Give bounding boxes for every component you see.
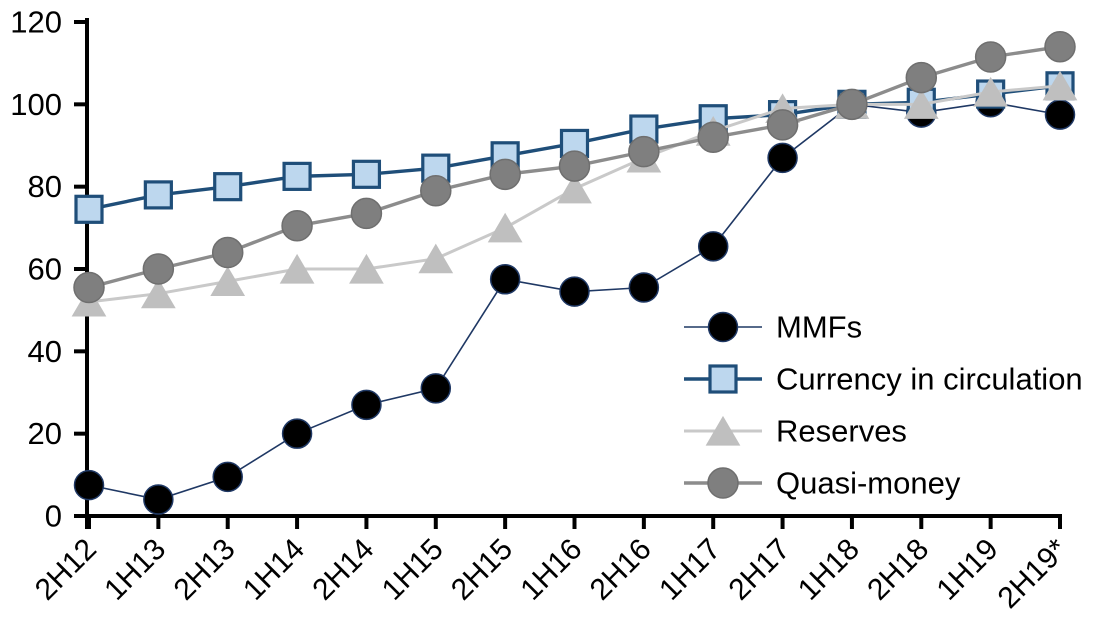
reserves-marker-2h15 [487, 212, 523, 243]
reserves-marker-1h13 [140, 278, 176, 309]
mmfs-marker-1h13 [143, 484, 174, 515]
x-tick-label-1h17: 1H17 [653, 533, 727, 607]
y-tick-label-120: 120 [10, 5, 62, 40]
quasi-money-marker-1h16 [558, 150, 591, 182]
x-tick-label-1h19: 1H19 [931, 533, 1005, 607]
legend-item-currency-in-circulation: Currency in circulation [684, 362, 1083, 397]
quasi-money-marker-2h18 [905, 61, 938, 94]
x-tick-label-1h15: 1H15 [376, 533, 450, 607]
legend-label-mmfs: MMFs [776, 310, 862, 345]
mmfs-marker-2h13 [212, 461, 243, 493]
reserves-marker-1h14 [279, 253, 315, 284]
reserves-marker-2h14 [349, 253, 384, 284]
quasi-money-marker-2h16 [628, 135, 660, 168]
series-quasi-money [73, 30, 1076, 304]
reserves-marker-legend [705, 415, 741, 446]
x-tick-label-1h14: 1H14 [237, 533, 311, 607]
mmfs-marker-2h17 [767, 142, 798, 174]
mmfs-marker-2h19 [1044, 99, 1076, 130]
y-tick-label-0: 0 [45, 499, 62, 534]
mmfs-marker-2h15 [489, 264, 521, 295]
legend-item-quasi-money: Quasi-money [684, 466, 961, 501]
mmfs-marker-1h14 [281, 418, 313, 449]
x-tick-label-2h16: 2H16 [584, 533, 658, 607]
mmfs-marker-1h15 [420, 373, 452, 404]
quasi-money-marker-2h19 [1044, 30, 1076, 63]
legend-item-mmfs: MMFs [684, 310, 862, 345]
reserves-marker-1h16 [557, 173, 592, 204]
mmfs-marker-1h16 [559, 276, 590, 307]
x-tick-label-2h17: 2H17 [722, 533, 796, 607]
y-tick-label-60: 60 [28, 252, 62, 287]
x-tick-label-2h12: 2H12 [29, 533, 103, 607]
y-tick-label-80: 80 [28, 169, 62, 204]
quasi-money-marker-1h19 [974, 41, 1007, 73]
reserves-marker-2h19 [1042, 70, 1078, 101]
quasi-money-marker-2h13 [211, 236, 244, 269]
quasi-money-marker-1h18 [836, 88, 868, 121]
x-tick-label-2h18: 2H18 [861, 533, 935, 607]
quasi-money-marker-legend [707, 467, 739, 499]
reserves-marker-2h18 [903, 89, 939, 119]
quasi-money-marker-2h14 [350, 197, 383, 230]
mmfs-marker-2h12 [73, 469, 105, 501]
currency-in-circulation-marker-legend [708, 364, 738, 394]
quasi-money-marker-1h15 [420, 175, 452, 207]
legend-label-quasi-money: Quasi-money [776, 466, 961, 501]
quasi-money-marker-1h14 [281, 210, 313, 242]
y-tick-label-20: 20 [28, 416, 62, 451]
quasi-money-marker-2h15 [489, 158, 521, 191]
x-tick-label-1h18: 1H18 [792, 533, 866, 607]
quasi-money-marker-1h13 [142, 253, 175, 285]
reserves-marker-2h13 [210, 266, 246, 296]
quasi-money-marker-2h17 [766, 109, 799, 141]
x-tick-label-2h13: 2H13 [168, 533, 242, 607]
x-tick-label-2h19: 2H19* [992, 532, 1075, 615]
x-tick-label-1h13: 1H13 [98, 533, 172, 607]
currency-in-circulation-marker-2h12 [74, 194, 104, 224]
x-tick-label-1h16: 1H16 [514, 533, 588, 607]
quasi-money-marker-1h17 [697, 121, 729, 154]
currency-in-circulation-marker-2h13 [213, 172, 243, 202]
currency-in-circulation-marker-1h14 [282, 161, 312, 191]
y-tick-label-40: 40 [28, 334, 62, 369]
mmfs-marker-2h14 [351, 389, 382, 421]
mmfs-marker-legend [707, 311, 739, 343]
currency-in-circulation-marker-1h13 [143, 180, 173, 210]
legend-label-currency-in-circulation: Currency in circulation [776, 362, 1083, 397]
legend-label-reserves: Reserves [776, 414, 907, 449]
mmfs-marker-1h17 [697, 231, 729, 262]
mmfs-marker-2h16 [628, 272, 660, 303]
x-tick-label-2h15: 2H15 [445, 533, 519, 607]
quasi-money-marker-2h12 [73, 271, 105, 304]
legend: MMFs Currency in circulation Reserves Quasi… [684, 310, 1083, 501]
currency-in-circulation-marker-2h14 [351, 159, 382, 189]
x-tick-label-2h14: 2H14 [306, 533, 380, 607]
legend-item-reserves: Reserves [684, 414, 907, 449]
reserves-marker-1h15 [418, 243, 454, 274]
y-tick-label-100: 100 [10, 87, 62, 122]
reserves-marker-1h19 [973, 76, 1009, 107]
